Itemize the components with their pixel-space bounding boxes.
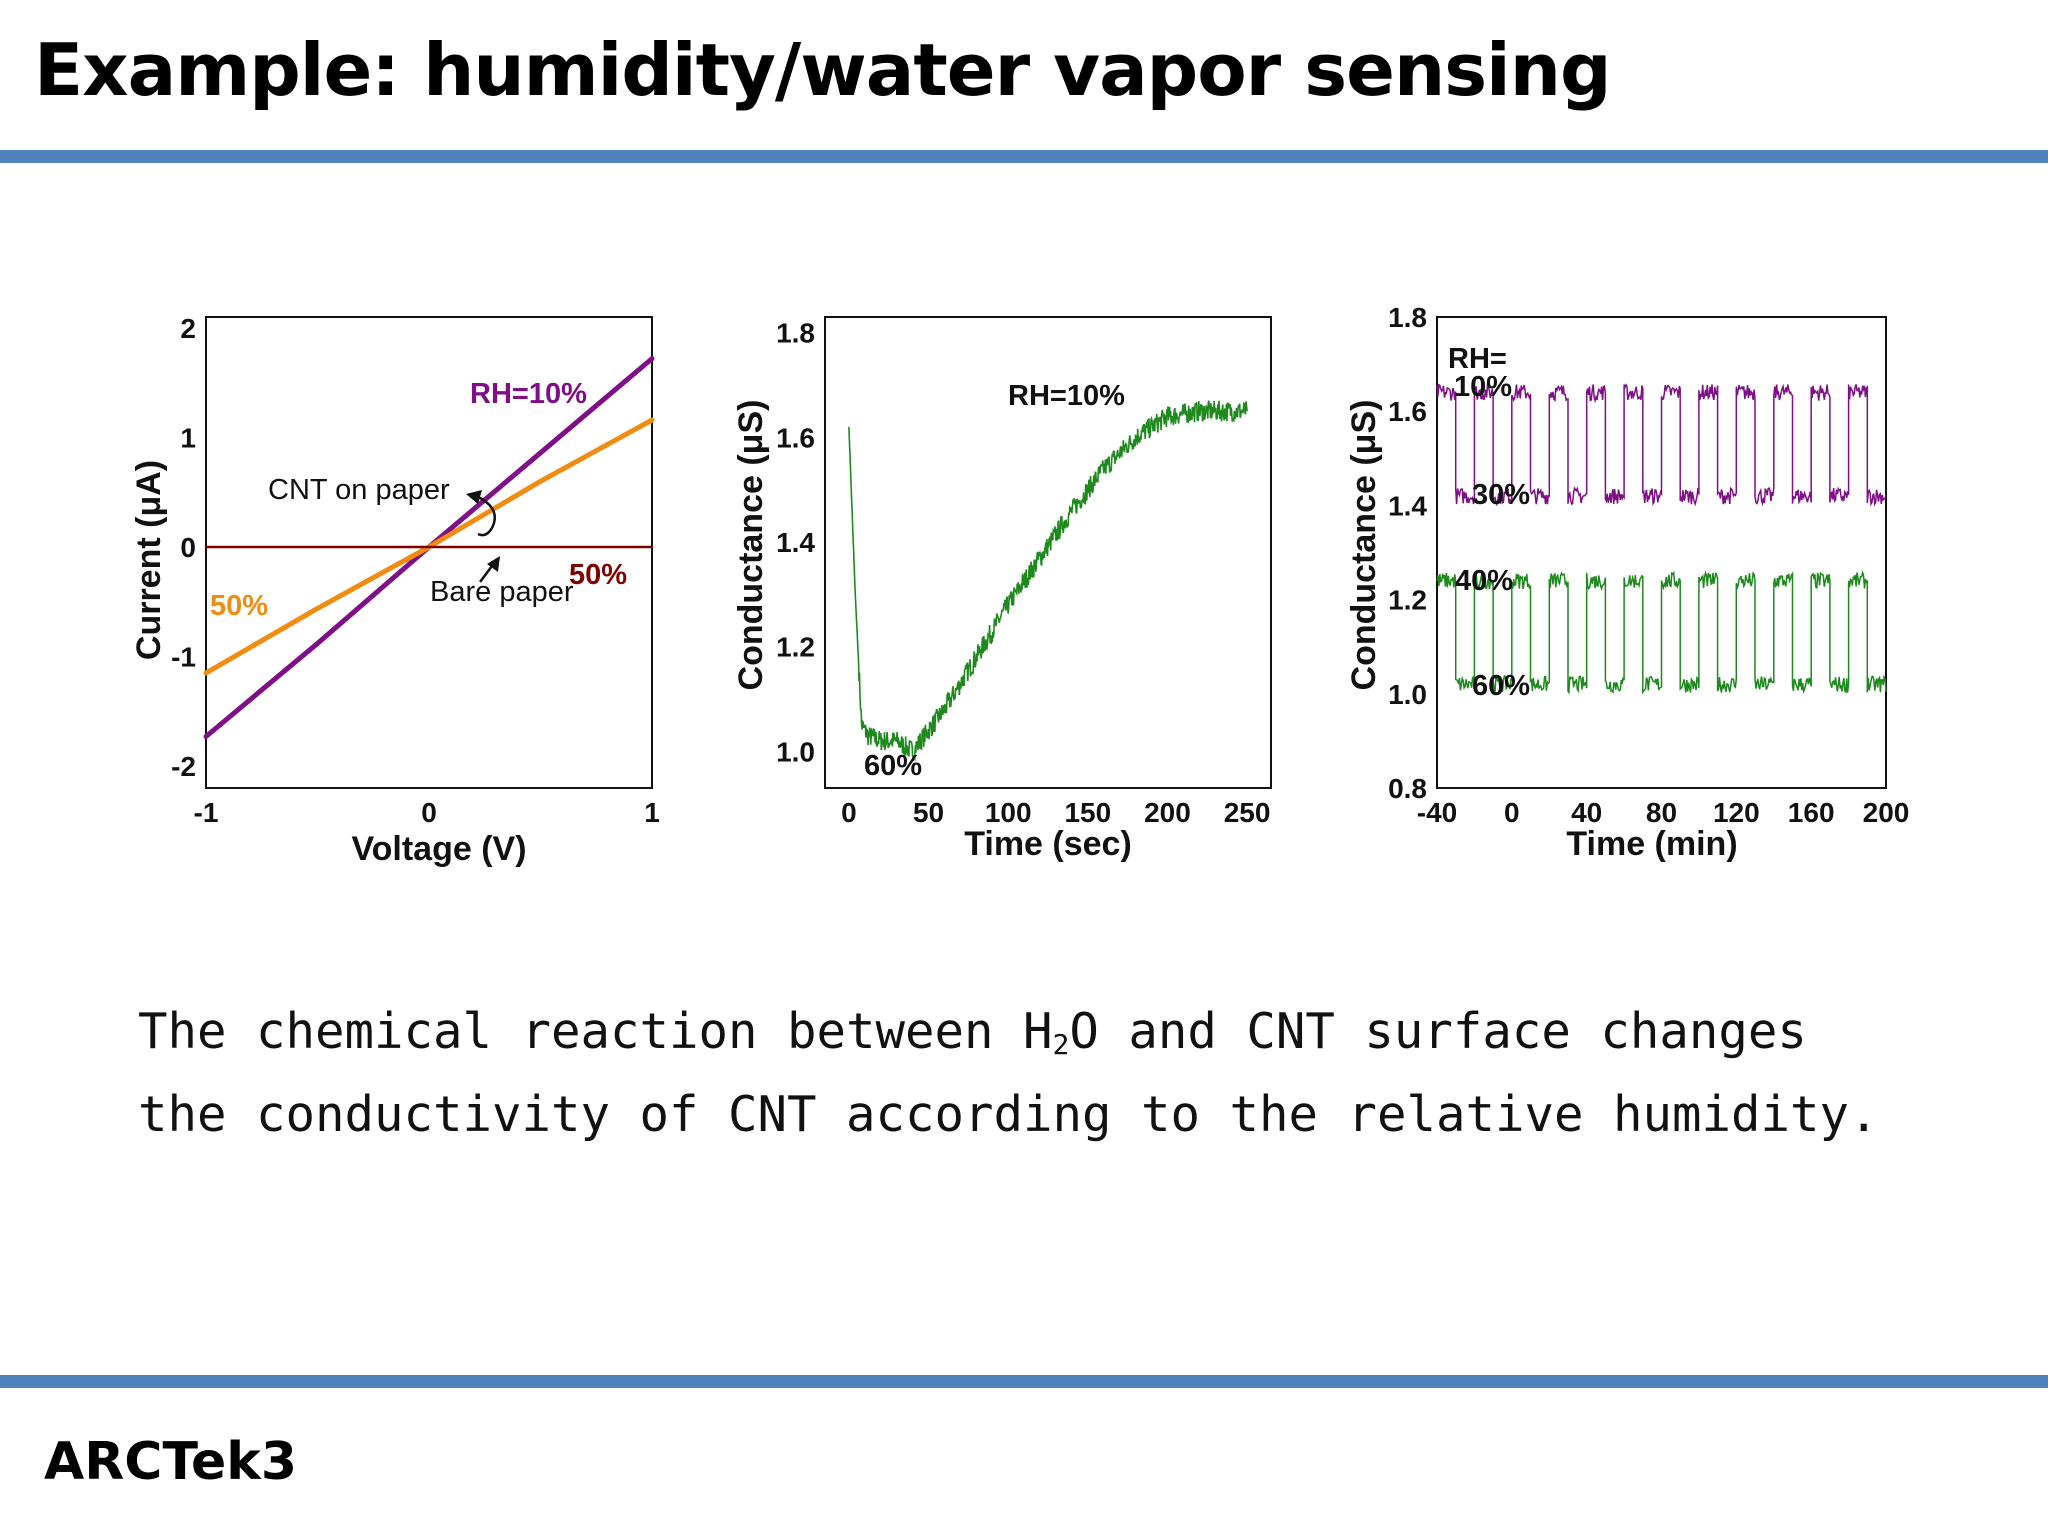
sec-x-axis-label: Time (sec) xyxy=(964,825,1132,863)
y-tick-label: 1.4 xyxy=(776,527,815,558)
sec-series-line xyxy=(848,400,1248,762)
caption: The chemical reaction between H2O and CN… xyxy=(138,990,2018,1156)
y-tick-label: 0.8 xyxy=(1388,773,1427,804)
x-tick-label: 200 xyxy=(1144,797,1191,828)
iv-curved-arrow xyxy=(475,494,496,537)
x-tick-label: 80 xyxy=(1646,797,1677,828)
y-tick-label: 1.2 xyxy=(1388,585,1427,616)
sec-annotation-60: 60% xyxy=(864,750,922,782)
x-tick-label: 150 xyxy=(1064,797,1111,828)
x-tick-label: -40 xyxy=(1417,797,1457,828)
min-annotation-30: 30% xyxy=(1472,479,1530,511)
iv-legend-rh10: RH=10% xyxy=(470,378,587,410)
y-tick-label: 1.8 xyxy=(1388,302,1427,333)
min-series-line xyxy=(1436,570,1887,695)
x-tick-label: 1 xyxy=(644,797,660,828)
caption-subscript: 2 xyxy=(1052,1028,1070,1061)
iv-annotation-bare-paper: Bare paper xyxy=(430,576,574,608)
x-tick-label: 120 xyxy=(1713,797,1760,828)
y-tick-label: 1.6 xyxy=(1388,396,1427,427)
caption-line2: the conductivity of CNT according to the… xyxy=(138,1086,1879,1143)
min-annotation-40: 40% xyxy=(1455,565,1513,597)
y-tick-label: 1.2 xyxy=(776,632,815,663)
slide-title: Example: humidity/water vapor sensing xyxy=(34,28,1612,112)
y-tick-label: 1.4 xyxy=(1388,490,1427,521)
iv-series xyxy=(203,356,655,739)
min-x-axis-label: Time (min) xyxy=(1566,825,1737,863)
min-annotation-10: 10% xyxy=(1454,371,1512,403)
header-divider xyxy=(0,150,2048,163)
iv-chart: -1 0 1 -2 -1 0 1 2 Voltage (V) Current (μA) RH=… xyxy=(130,313,660,868)
iv-legend-50-red: 50% xyxy=(569,559,627,591)
x-tick-label: 160 xyxy=(1788,797,1835,828)
sec-plot-frame xyxy=(824,316,1272,789)
x-tick-label: 40 xyxy=(1571,797,1602,828)
x-tick-label: 200 xyxy=(1863,797,1910,828)
x-tick-label: -1 xyxy=(194,797,219,828)
iv-legend-50-orange: 50% xyxy=(210,590,268,622)
min-plot-frame xyxy=(1436,316,1887,789)
y-tick-label: 1.0 xyxy=(1388,679,1427,710)
footer-logo: ARCTek3 xyxy=(44,1432,298,1492)
y-tick-label: 2 xyxy=(180,313,196,344)
y-tick-label: -2 xyxy=(171,751,196,782)
iv-y-axis-label: Current (μA) xyxy=(130,460,168,660)
min-series xyxy=(1436,382,1887,695)
y-tick-label: 1.0 xyxy=(776,736,815,767)
sec-y-axis-label: Conductance (μS) xyxy=(732,400,770,691)
charts-area: -1 0 1 -2 -1 0 1 2 Voltage (V) Current (μA) RH=… xyxy=(130,302,1909,868)
iv-tick-labels: -1 0 1 -2 -1 0 1 2 xyxy=(171,313,660,828)
x-tick-label: 250 xyxy=(1224,797,1271,828)
x-tick-label: 0 xyxy=(841,797,857,828)
sec-series xyxy=(848,400,1248,762)
sec-annotation-rh10: RH=10% xyxy=(1008,380,1125,412)
x-tick-label: 0 xyxy=(421,797,437,828)
min-series-line xyxy=(1436,382,1887,507)
min-tick-labels: -40 0 40 80 120 160 200 0.8 1.0 1.2 1.4 1.6 1.8 xyxy=(1388,302,1909,828)
iv-bare-paper-arrowhead xyxy=(487,556,500,572)
y-tick-label: 1.8 xyxy=(776,318,815,349)
caption-line1-end: O and CNT surface changes xyxy=(1069,1003,1807,1060)
y-tick-label: -1 xyxy=(171,642,196,673)
conductance-min-chart: -40 0 40 80 120 160 200 0.8 1.0 1.2 1.4 1.6 1.8 Time… xyxy=(1345,302,1909,863)
y-tick-label: 1.6 xyxy=(776,422,815,453)
x-tick-label: 100 xyxy=(985,797,1032,828)
caption-line1-start: The chemical reaction between H xyxy=(138,1003,1053,1060)
sec-tick-labels: 0 50 100 150 200 250 1.0 1.2 1.4 1.6 1.8 xyxy=(776,318,1270,828)
x-tick-label: 50 xyxy=(913,797,944,828)
y-tick-label: 1 xyxy=(180,422,196,453)
conductance-sec-chart: 0 50 100 150 200 250 1.0 1.2 1.4 1.6 1.8 Time (sec… xyxy=(732,316,1272,863)
iv-annotation-cnt-on-paper: CNT on paper xyxy=(268,474,450,506)
iv-curved-arrowhead xyxy=(466,490,482,504)
footer-divider xyxy=(0,1375,2048,1388)
min-annotation-rh: RH= xyxy=(1448,343,1507,375)
y-tick-label: 0 xyxy=(180,532,196,563)
min-y-axis-label: Conductance (μS) xyxy=(1345,400,1383,691)
iv-plot-frame xyxy=(205,316,653,789)
x-tick-label: 0 xyxy=(1504,797,1520,828)
iv-x-axis-label: Voltage (V) xyxy=(351,830,526,868)
min-annotation-60: 60% xyxy=(1472,670,1530,702)
